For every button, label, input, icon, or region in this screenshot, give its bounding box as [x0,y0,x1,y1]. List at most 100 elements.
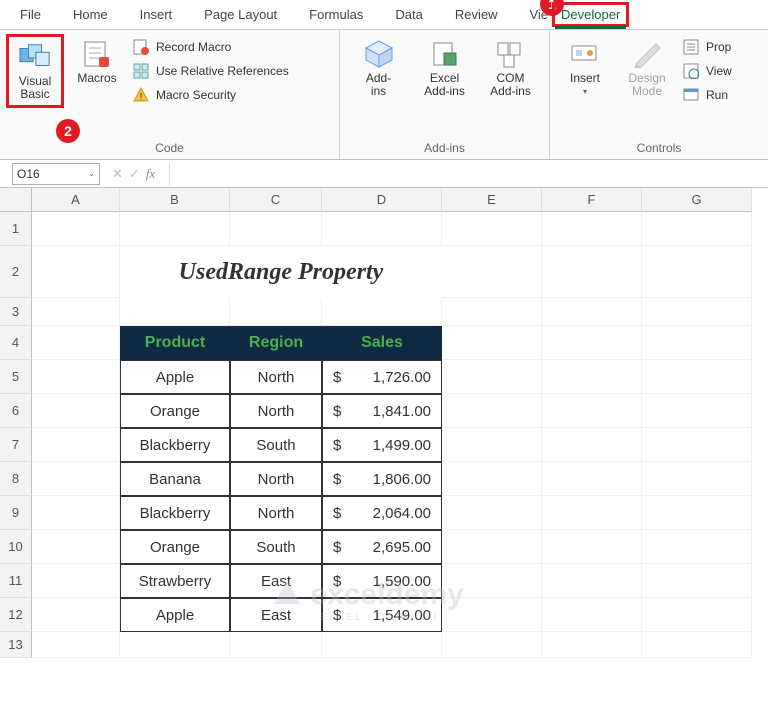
tab-review[interactable]: Review [439,1,514,28]
fx-icon[interactable]: fx [146,166,155,182]
cell[interactable] [542,298,642,326]
row-header[interactable]: 5 [0,360,32,394]
table-cell-sales[interactable]: $1,841.00 [322,394,442,428]
cell[interactable] [32,298,120,326]
cell[interactable] [322,212,442,246]
cell[interactable] [322,632,442,658]
row-header[interactable]: 13 [0,632,32,658]
cell[interactable] [542,632,642,658]
table-cell-sales[interactable]: $1,806.00 [322,462,442,496]
run-dialog-button[interactable]: Run [682,86,732,104]
insert-control-button[interactable]: Insert ▾ [556,34,614,139]
design-mode-button[interactable]: Design Mode [618,34,676,139]
cell[interactable] [542,530,642,564]
cell[interactable] [642,496,752,530]
cell[interactable] [442,326,542,360]
cell[interactable] [32,462,120,496]
cell[interactable] [642,246,752,298]
table-cell-product[interactable]: Blackberry [120,496,230,530]
column-header[interactable]: B [120,188,230,212]
cell[interactable] [32,428,120,462]
table-cell-sales[interactable]: $2,695.00 [322,530,442,564]
cell[interactable] [442,394,542,428]
cell[interactable] [642,530,752,564]
cell[interactable] [32,496,120,530]
cancel-formula-icon[interactable]: ✕ [112,166,123,182]
table-cell-product[interactable]: Orange [120,394,230,428]
row-header[interactable]: 9 [0,496,32,530]
cell[interactable] [230,298,322,326]
cell[interactable] [542,360,642,394]
cell[interactable] [542,428,642,462]
row-header[interactable]: 8 [0,462,32,496]
cell[interactable] [642,326,752,360]
cell[interactable] [642,564,752,598]
cell[interactable] [32,598,120,632]
cell[interactable] [642,394,752,428]
cell[interactable] [542,496,642,530]
macro-security-button[interactable]: ! Macro Security [132,86,289,104]
tab-data[interactable]: Data [379,1,438,28]
table-cell-sales[interactable]: $1,590.00 [322,564,442,598]
cell[interactable] [542,598,642,632]
cell[interactable] [642,360,752,394]
formula-input[interactable] [169,163,768,185]
row-header[interactable]: 7 [0,428,32,462]
cell[interactable] [542,326,642,360]
table-cell-product[interactable]: Blackberry [120,428,230,462]
tab-home[interactable]: Home [57,1,124,28]
table-header[interactable]: Region [230,326,322,360]
column-header[interactable]: A [32,188,120,212]
cell[interactable] [542,394,642,428]
cell[interactable] [32,394,120,428]
tab-page-layout[interactable]: Page Layout [188,1,293,28]
enter-formula-icon[interactable]: ✓ [129,166,140,182]
column-header[interactable]: C [230,188,322,212]
cell[interactable] [322,298,442,326]
cell[interactable] [120,298,230,326]
table-cell-region[interactable]: North [230,394,322,428]
table-cell-region[interactable]: South [230,530,322,564]
cell[interactable] [120,212,230,246]
cell[interactable] [32,530,120,564]
cell[interactable] [230,212,322,246]
cell[interactable] [542,564,642,598]
table-cell-product[interactable]: Orange [120,530,230,564]
cell[interactable] [120,632,230,658]
addins-button[interactable]: Add- ins [350,34,408,139]
cell[interactable] [642,298,752,326]
table-cell-sales[interactable]: $1,726.00 [322,360,442,394]
row-header[interactable]: 2 [0,246,32,298]
visual-basic-button[interactable]: Visual Basic [6,34,64,108]
table-cell-region[interactable]: South [230,428,322,462]
tab-formulas[interactable]: Formulas [293,1,379,28]
cell[interactable] [32,360,120,394]
cell[interactable] [642,462,752,496]
table-cell-sales[interactable]: $1,549.00 [322,598,442,632]
cell[interactable] [32,212,120,246]
tab-insert[interactable]: Insert [124,1,189,28]
cell[interactable] [442,212,542,246]
record-macro-button[interactable]: Record Macro [132,38,289,56]
cell[interactable] [442,564,542,598]
use-relative-references-button[interactable]: Use Relative References [132,62,289,80]
table-cell-product[interactable]: Apple [120,598,230,632]
cell[interactable] [442,496,542,530]
cell[interactable] [542,246,642,298]
cell[interactable] [442,530,542,564]
excel-addins-button[interactable]: Excel Add-ins [416,34,474,139]
cell[interactable] [542,462,642,496]
cell[interactable] [442,632,542,658]
column-header[interactable]: D [322,188,442,212]
table-header[interactable]: Sales [322,326,442,360]
tab-file[interactable]: File [4,1,57,28]
cell[interactable] [32,632,120,658]
table-cell-product[interactable]: Apple [120,360,230,394]
com-addins-button[interactable]: COM Add-ins [482,34,540,139]
cell[interactable] [642,632,752,658]
chevron-down-icon[interactable]: ⌄ [88,169,95,178]
column-header[interactable]: G [642,188,752,212]
row-header[interactable]: 3 [0,298,32,326]
cell[interactable] [542,212,642,246]
table-cell-sales[interactable]: $2,064.00 [322,496,442,530]
